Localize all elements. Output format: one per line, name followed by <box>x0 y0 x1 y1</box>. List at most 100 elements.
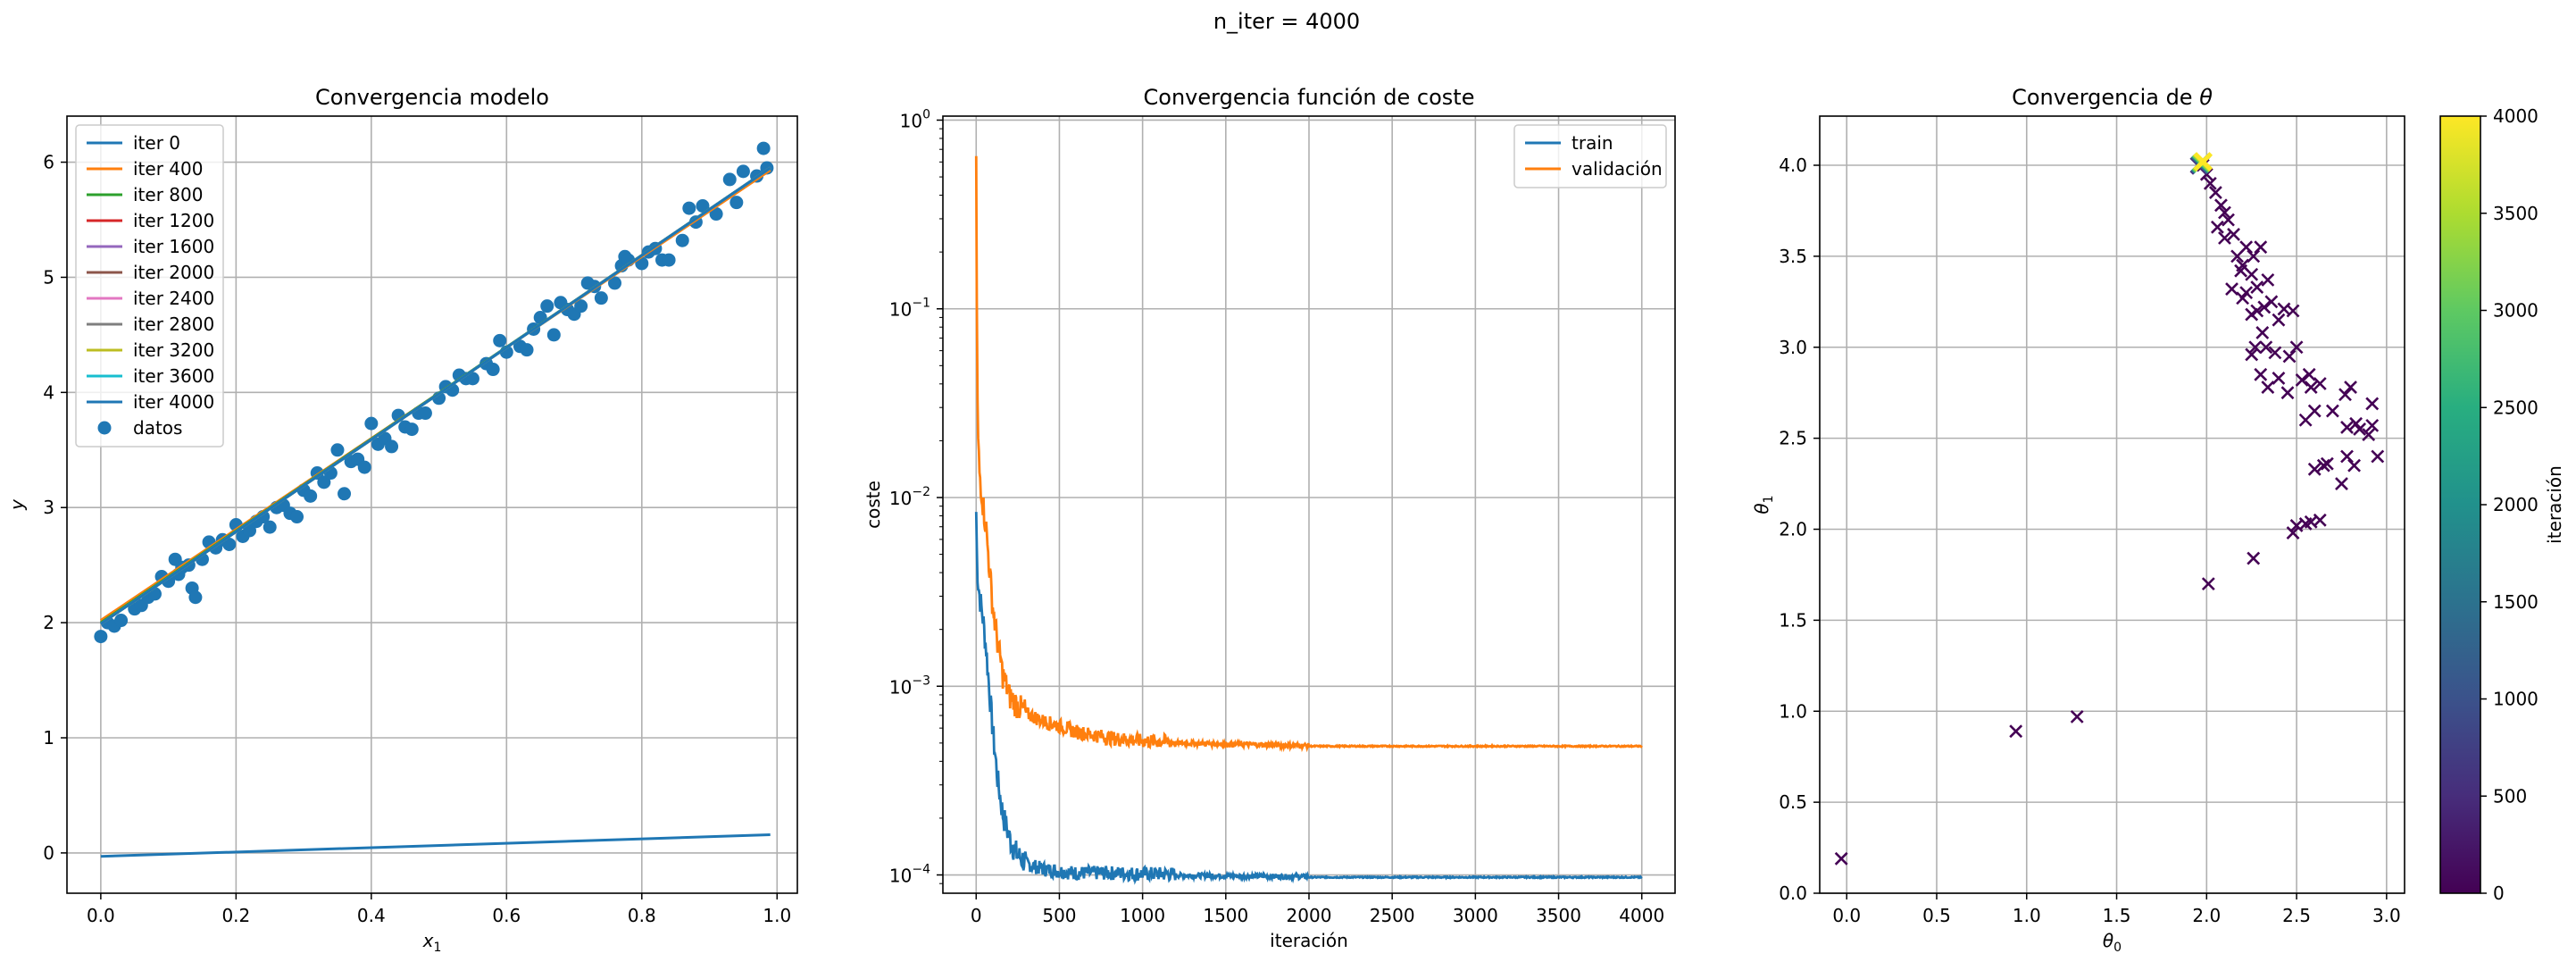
data-point <box>574 299 588 314</box>
y-tick-label: 6 <box>43 152 54 173</box>
chart-convergencia-modelo: 0.0 0.2 0.4 0.6 0.8 1.0 0 1 2 3 4 5 6 Convergencia mo… <box>6 85 798 955</box>
legend-label: iter 2800 <box>133 314 214 335</box>
data-point <box>540 299 554 314</box>
legend-swatch <box>97 421 112 435</box>
colorbar-tick-label: 2000 <box>2493 494 2538 515</box>
data-point <box>385 439 399 454</box>
x-tick-label: 0 <box>971 905 982 926</box>
theta-point <box>2349 416 2363 431</box>
plot-area <box>94 141 774 858</box>
x-tick-label: 1.0 <box>2013 905 2041 926</box>
colorbar-tick-label: 2500 <box>2493 397 2538 418</box>
theta-point <box>2201 577 2215 591</box>
x-tick-label: 2500 <box>1370 905 1415 926</box>
theta-point <box>2254 367 2268 381</box>
chart-title: Convergencia de θ <box>2012 85 2213 110</box>
theta-point <box>2272 371 2286 385</box>
data-point <box>546 328 561 342</box>
colorbar-gradient <box>2439 115 2481 894</box>
theta-point <box>2316 458 2330 473</box>
colorbar-tick-label: 4000 <box>2493 105 2538 127</box>
theta-point <box>2227 228 2240 241</box>
x-tick-label: 0.4 <box>357 905 386 926</box>
legend-label: iter 4000 <box>133 391 214 413</box>
data-point <box>114 614 129 628</box>
axes-frame <box>942 115 1676 894</box>
data-point <box>520 343 534 357</box>
axes-frame <box>1819 115 2405 894</box>
theta-point <box>2218 205 2231 220</box>
theta-point <box>2255 326 2270 339</box>
y-tick-label: 0 <box>43 842 54 864</box>
x-axis-label: θ0 <box>2103 930 2122 955</box>
data-point <box>404 422 419 437</box>
x-axis-label: iteración <box>1270 930 1348 951</box>
x-tick-label: 3500 <box>1536 905 1581 926</box>
x-tick-label: 1.5 <box>2103 905 2131 926</box>
colorbar-tick-label: 1500 <box>2493 591 2538 613</box>
data-point <box>304 489 318 503</box>
x-tick-label: 0.2 <box>221 905 250 926</box>
theta-point <box>2365 397 2380 411</box>
data-point <box>94 630 108 644</box>
y-tick-label: 3 <box>43 497 54 518</box>
data-point <box>486 363 500 377</box>
data-point <box>493 333 507 347</box>
y-axis-label: θ1 <box>1751 495 1776 514</box>
theta-point <box>2239 240 2254 255</box>
legend-label: datos <box>133 417 182 439</box>
y-tick-label: 4.0 <box>1779 155 1807 176</box>
series-line-train <box>974 512 1643 885</box>
legend-label: validación <box>1571 158 1663 180</box>
series-line-validacion <box>974 155 1643 753</box>
theta-point <box>2248 340 2263 355</box>
y-tick-label: 3.5 <box>1779 246 1807 267</box>
y-tick-label: 3.0 <box>1779 337 1807 358</box>
theta-point <box>2203 176 2217 190</box>
chart-title: Convergencia función de coste <box>1144 85 1475 110</box>
data-point <box>682 201 696 215</box>
y-tick-label: 2 <box>43 612 54 633</box>
data-point <box>729 196 744 210</box>
theta-point <box>2225 282 2238 296</box>
x-tick-label: 0.6 <box>492 905 521 926</box>
legend-label: iter 1600 <box>133 236 214 257</box>
theta-point <box>2307 462 2322 476</box>
legend-label: iter 3600 <box>133 365 214 387</box>
y-tick-label: 5 <box>43 266 54 288</box>
y-axis-label: coste <box>863 481 884 529</box>
y-tick-label: 10−1 <box>889 297 930 321</box>
colorbar-tick-label: 1000 <box>2493 689 2538 710</box>
theta-point <box>2347 458 2361 473</box>
y-tick-label: 2.5 <box>1779 428 1807 449</box>
theta-point <box>2257 300 2272 314</box>
theta-point <box>2236 291 2250 305</box>
theta-point <box>2371 449 2385 464</box>
y-tick-label: 1.5 <box>1779 609 1807 631</box>
theta-point <box>2325 404 2339 418</box>
theta-point <box>2282 349 2297 364</box>
x-tick-label: 1000 <box>1120 905 1165 926</box>
theta-point <box>2261 381 2275 395</box>
theta-point <box>2245 347 2259 362</box>
theta-point <box>2268 346 2282 360</box>
data-point <box>330 443 345 457</box>
theta-point <box>2214 198 2228 213</box>
data-point <box>338 487 352 501</box>
y-axis-label: y <box>6 498 28 511</box>
y-tick-label: 0.0 <box>1779 883 1807 904</box>
theta-point <box>2247 551 2261 565</box>
theta-point <box>2340 420 2354 434</box>
data-point <box>290 510 304 524</box>
y-tick-label: 0.5 <box>1779 791 1807 813</box>
x-tick-label: 0.5 <box>1922 905 1951 926</box>
series-line-iter-4000 <box>100 166 771 625</box>
data-point <box>756 141 771 155</box>
colorbar-tick-label: 3000 <box>2493 300 2538 322</box>
data-point <box>696 199 710 213</box>
colorbar-tick-label: 500 <box>2493 785 2527 807</box>
data-point <box>594 291 608 305</box>
x-tick-label: 4000 <box>1619 905 1664 926</box>
theta-point <box>2264 295 2279 309</box>
theta-point <box>2272 313 2286 327</box>
